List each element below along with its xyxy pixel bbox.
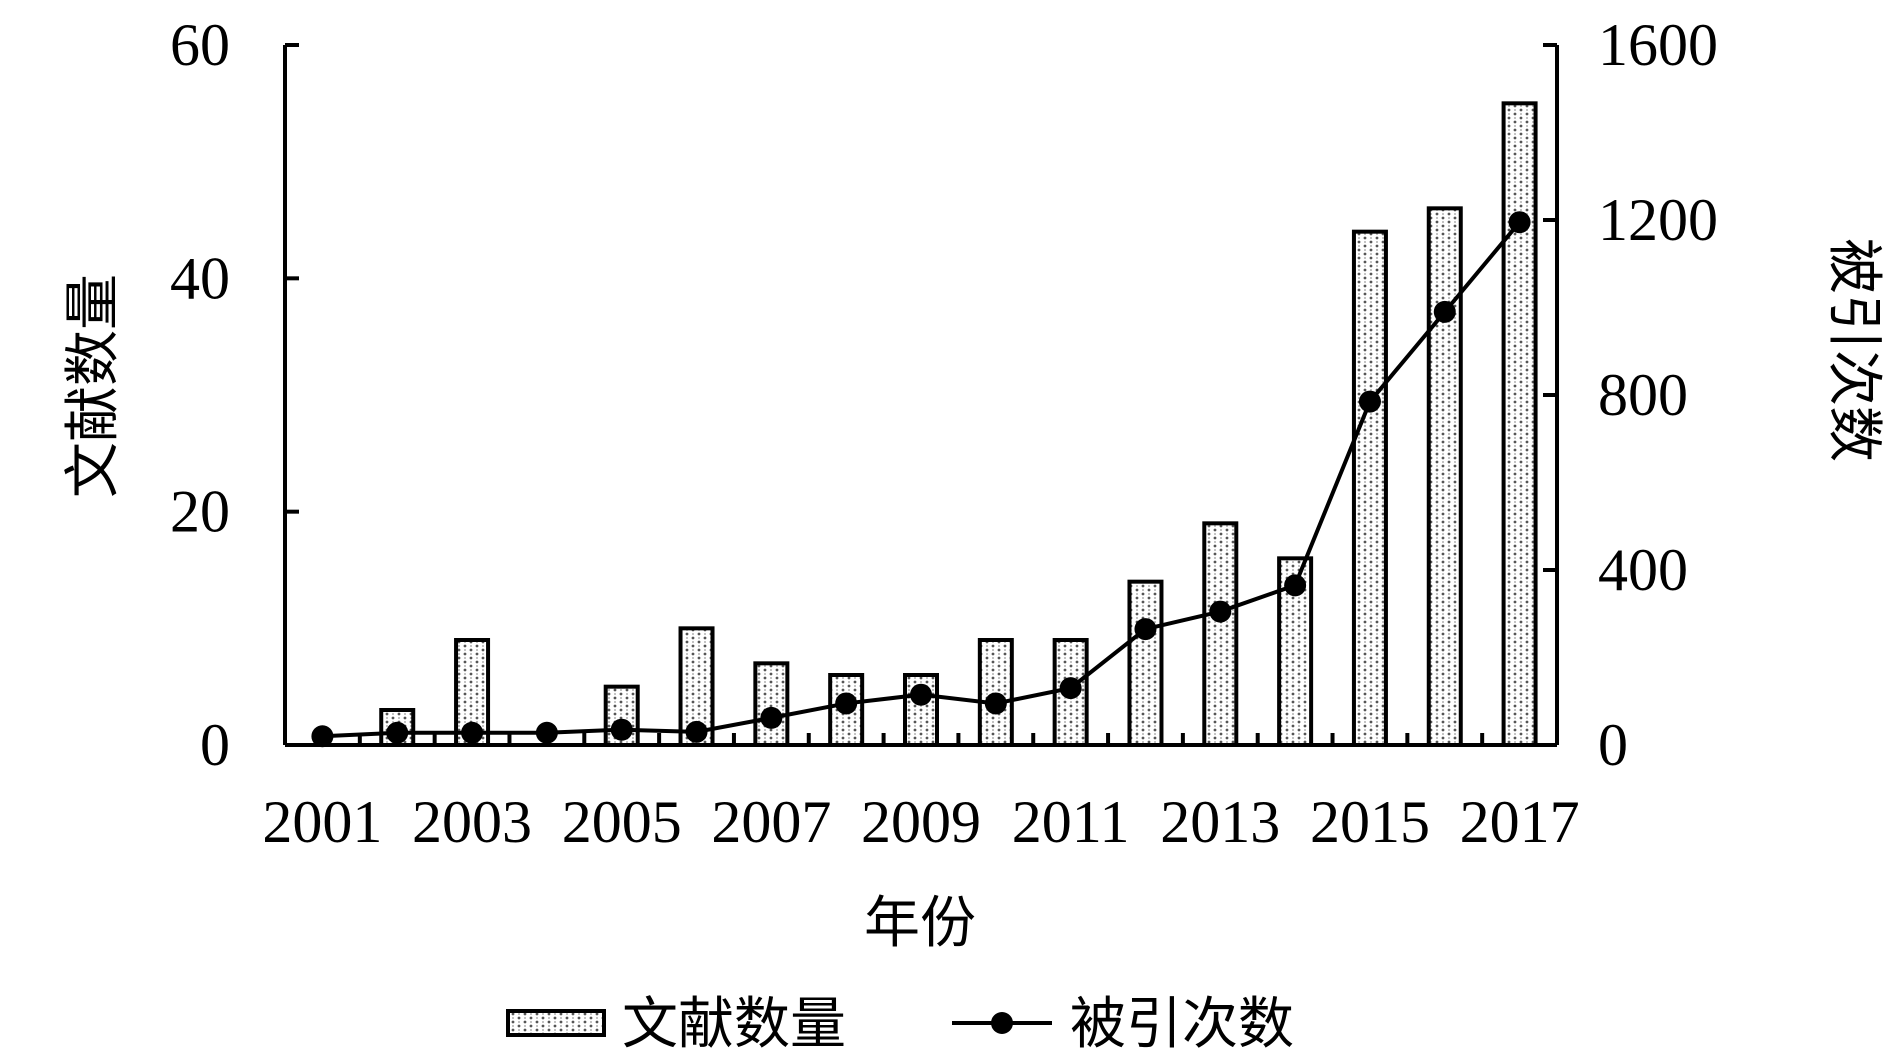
y-right-axis-title: 被引次数 xyxy=(1821,238,1886,462)
point-2013 xyxy=(1209,600,1232,623)
y-right-tick-label: 400 xyxy=(1598,537,1688,603)
point-2010 xyxy=(984,692,1007,715)
legend: 文献数量 被引次数 xyxy=(506,992,1294,1057)
x-tick-label-2003: 2003 xyxy=(412,789,532,855)
bar-2007 xyxy=(753,661,790,747)
axes-group: 0 20 40 60 0 400 800 1200 1600 2001 2003 2005 2007 20… xyxy=(170,12,1718,855)
bar-2013 xyxy=(1202,521,1239,747)
x-tick-label-2007: 2007 xyxy=(711,789,831,855)
citation-line xyxy=(322,220,1522,739)
point-2006 xyxy=(685,720,708,743)
point-2003 xyxy=(461,721,484,744)
point-2012 xyxy=(1134,618,1157,641)
point-2002 xyxy=(386,721,409,744)
point-2014 xyxy=(1284,574,1307,597)
y-left-tick-label: 20 xyxy=(170,479,230,545)
x-tick-label-2005: 2005 xyxy=(562,789,682,855)
legend-label-bar: 文献数量 xyxy=(622,992,846,1057)
y-right-tick-label: 800 xyxy=(1598,362,1688,428)
y-right-tick-label: 1600 xyxy=(1598,12,1718,78)
y-left-tick-label: 40 xyxy=(170,245,230,311)
legend-label-line: 被引次数 xyxy=(1070,992,1294,1057)
line-series-group xyxy=(311,211,1531,748)
point-2008 xyxy=(835,692,858,715)
legend-line-marker xyxy=(991,1012,1013,1034)
bar-2017 xyxy=(1501,101,1538,748)
legend-bar-swatch xyxy=(506,1009,606,1037)
x-tick-label-2001: 2001 xyxy=(262,789,382,855)
x-tick-label-2015: 2015 xyxy=(1310,789,1430,855)
point-2005 xyxy=(610,718,633,741)
point-2009 xyxy=(910,683,932,706)
bars-group xyxy=(379,101,1538,748)
y-left-tick-label: 0 xyxy=(200,712,230,778)
y-left-axis-title: 文献数量 xyxy=(61,274,126,498)
x-tick-label-2013: 2013 xyxy=(1160,789,1280,855)
y-left-tick-label: 60 xyxy=(170,12,230,78)
point-2001 xyxy=(311,725,334,748)
bar-2012 xyxy=(1127,579,1164,748)
x-axis-title: 年份 xyxy=(864,891,976,956)
bar-2015 xyxy=(1351,229,1388,747)
point-2016 xyxy=(1433,300,1456,323)
bar-2016 xyxy=(1426,206,1463,748)
x-tick-label-2011: 2011 xyxy=(1012,789,1130,855)
x-tick-label-2017: 2017 xyxy=(1460,789,1580,855)
y-right-tick-label: 0 xyxy=(1598,712,1628,778)
x-tick-label-2009: 2009 xyxy=(861,789,981,855)
point-2017 xyxy=(1508,211,1531,234)
point-2004 xyxy=(535,721,558,744)
point-2011 xyxy=(1059,677,1082,700)
bar-2010 xyxy=(977,638,1014,747)
y-right-tick-label: 1200 xyxy=(1598,187,1718,253)
point-2015 xyxy=(1358,390,1381,413)
point-2007 xyxy=(760,706,783,729)
